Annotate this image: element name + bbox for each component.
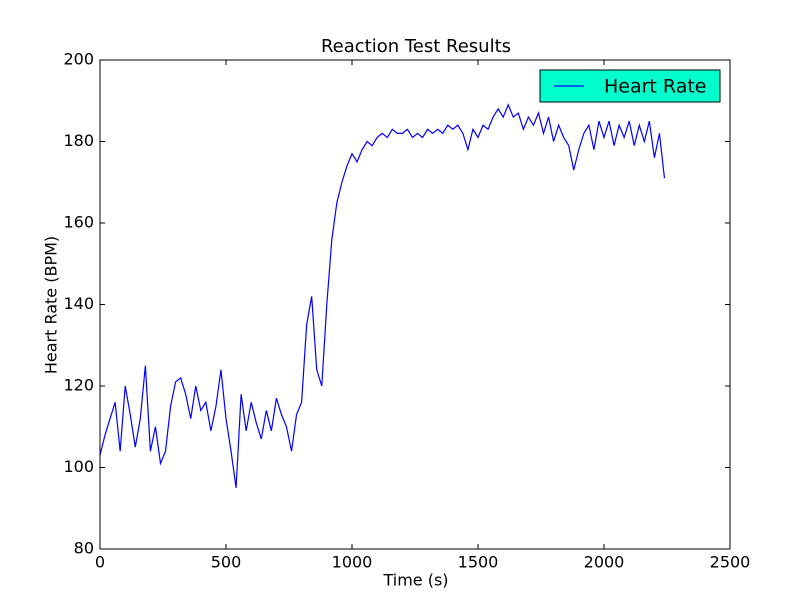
plot-frame xyxy=(99,59,731,550)
y-tick-label: 120 xyxy=(63,376,94,395)
y-tick-label: 180 xyxy=(63,131,94,150)
data-line xyxy=(99,103,666,488)
y-axis-label: Heart Rate (BPM) xyxy=(42,236,61,374)
x-tick-label: 2500 xyxy=(710,553,751,572)
y-tick-label: 80 xyxy=(74,539,94,558)
chart-title: Reaction Test Results xyxy=(321,36,511,57)
x-tick-label: 1500 xyxy=(458,553,499,572)
y-tick-label: 100 xyxy=(63,457,94,476)
x-axis-label: Time (s) xyxy=(382,571,448,590)
x-tick-label: 1000 xyxy=(332,553,373,572)
legend-label: Heart Rate xyxy=(604,76,707,98)
x-tick-label: 500 xyxy=(211,553,242,572)
y-tick-label: 160 xyxy=(63,213,94,232)
y-tick-label: 200 xyxy=(63,50,94,69)
x-tick-label: 2000 xyxy=(584,553,625,572)
y-tick-label: 140 xyxy=(63,294,94,313)
x-tick-label: 0 xyxy=(95,553,105,572)
